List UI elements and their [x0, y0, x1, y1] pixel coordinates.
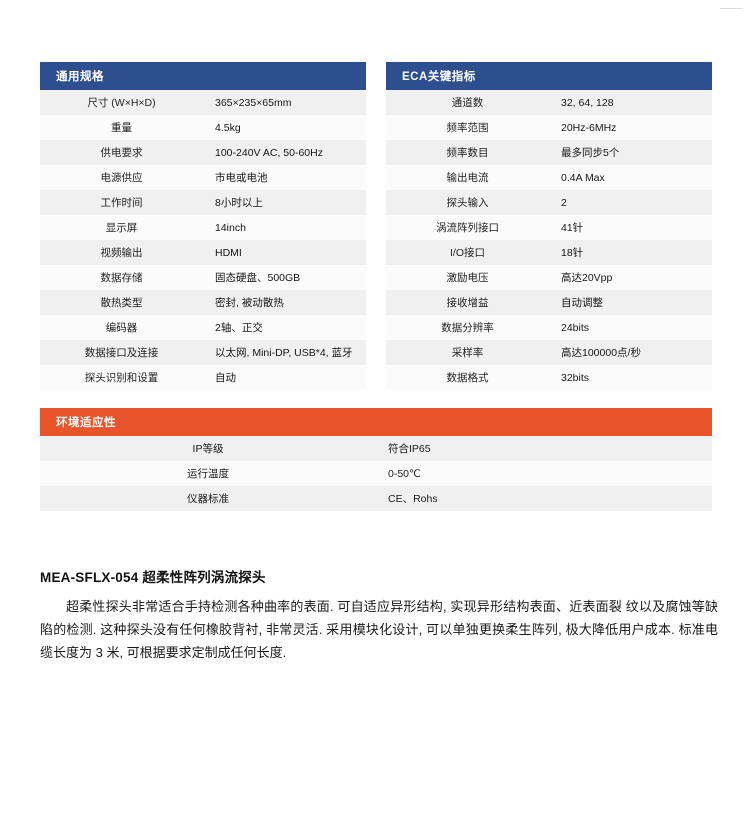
- table-row: 通道数 32, 64, 128: [386, 90, 712, 115]
- row-value: 最多同步5个: [549, 140, 712, 165]
- row-key: 视频输出: [40, 240, 203, 265]
- row-value: 20Hz-6MHz: [549, 115, 712, 140]
- row-value: CE、Rohs: [376, 486, 712, 511]
- row-key: 编码器: [40, 315, 203, 340]
- table-row: 尺寸 (W×H×D) 365×235×65mm: [40, 90, 366, 115]
- table-header-row: 环境适应性: [40, 408, 712, 436]
- table-row: 工作时间 8小时以上: [40, 190, 366, 215]
- row-key: 仪器标准: [40, 486, 376, 511]
- product-description-section: MEA-SFLX-054 超柔性阵列涡流探头 超柔性探头非常适合手持检测各种曲率…: [40, 566, 718, 664]
- environment-spec-table: 环境适应性 IP等级 符合IP65 运行温度 0-50℃ 仪器标准 CE、Roh…: [40, 408, 712, 511]
- table-row: 散热类型 密封, 被动散热: [40, 290, 366, 315]
- row-value: 100-240V AC, 50-60Hz: [203, 140, 366, 165]
- row-key: 重量: [40, 115, 203, 140]
- row-value: HDMI: [203, 240, 366, 265]
- row-value: 高达20Vpp: [549, 265, 712, 290]
- spec-tables-row: 通用规格 尺寸 (W×H×D) 365×235×65mm 重量 4.5kg 供电…: [40, 62, 712, 390]
- row-value: 自动调整: [549, 290, 712, 315]
- table-row: 数据格式 32bits: [386, 365, 712, 390]
- table-row: 数据分辨率 24bits: [386, 315, 712, 340]
- row-key: 数据接口及连接: [40, 340, 203, 365]
- table-row: 数据接口及连接 以太网, Mini-DP, USB*4, 蓝牙: [40, 340, 366, 365]
- row-value: 以太网, Mini-DP, USB*4, 蓝牙: [203, 340, 366, 365]
- row-key: 频率范围: [386, 115, 549, 140]
- table-header-row: ECA关键指标: [386, 62, 712, 90]
- table-row: 接收增益 自动调整: [386, 290, 712, 315]
- row-key: 接收增益: [386, 290, 549, 315]
- row-key: 通道数: [386, 90, 549, 115]
- eca-spec-title: ECA关键指标: [386, 62, 712, 90]
- table-row: 显示屏 14inch: [40, 215, 366, 240]
- row-value: 32, 64, 128: [549, 90, 712, 115]
- row-value: 符合IP65: [376, 436, 712, 461]
- table-row: 仪器标准 CE、Rohs: [40, 486, 712, 511]
- row-value: 固态硬盘、500GB: [203, 265, 366, 290]
- row-key: 探头识别和设置: [40, 365, 203, 390]
- row-value: 4.5kg: [203, 115, 366, 140]
- row-key: 尺寸 (W×H×D): [40, 90, 203, 115]
- table-row: IP等级 符合IP65: [40, 436, 712, 461]
- table-row: 探头输入 2: [386, 190, 712, 215]
- table-row: 视频输出 HDMI: [40, 240, 366, 265]
- row-key: 供电要求: [40, 140, 203, 165]
- table-header-row: 通用规格: [40, 62, 366, 90]
- table-row: 频率范围 20Hz-6MHz: [386, 115, 712, 140]
- row-key: 数据存储: [40, 265, 203, 290]
- row-key: IP等级: [40, 436, 376, 461]
- row-key: 频率数目: [386, 140, 549, 165]
- table-row: 供电要求 100-240V AC, 50-60Hz: [40, 140, 366, 165]
- table-row: 重量 4.5kg: [40, 115, 366, 140]
- row-key: 涡流阵列接口: [386, 215, 549, 240]
- row-key: 数据分辨率: [386, 315, 549, 340]
- table-row: 数据存储 固态硬盘、500GB: [40, 265, 366, 290]
- table-row: 输出电流 0.4A Max: [386, 165, 712, 190]
- table-row: I/O接口 18针: [386, 240, 712, 265]
- row-value: 18针: [549, 240, 712, 265]
- row-value: 高达100000点/秒: [549, 340, 712, 365]
- row-key: 显示屏: [40, 215, 203, 240]
- row-key: 工作时间: [40, 190, 203, 215]
- row-value: 自动: [203, 365, 366, 390]
- row-value: 24bits: [549, 315, 712, 340]
- row-key: 散热类型: [40, 290, 203, 315]
- row-key: 电源供应: [40, 165, 203, 190]
- table-row: 探头识别和设置 自动: [40, 365, 366, 390]
- product-body-text: 超柔性探头非常适合手持检测各种曲率的表面. 可自适应异形结构, 实现异形结构表面…: [40, 599, 718, 660]
- row-key: 运行温度: [40, 461, 376, 486]
- row-value: 0.4A Max: [549, 165, 712, 190]
- general-spec-title: 通用规格: [40, 62, 366, 90]
- product-heading: MEA-SFLX-054 超柔性阵列涡流探头: [40, 570, 266, 585]
- row-key: 激励电压: [386, 265, 549, 290]
- row-value: 41针: [549, 215, 712, 240]
- table-row: 采样率 高达100000点/秒: [386, 340, 712, 365]
- row-value: 0-50℃: [376, 461, 712, 486]
- table-row: 频率数目 最多同步5个: [386, 140, 712, 165]
- row-key: 输出电流: [386, 165, 549, 190]
- row-value: 365×235×65mm: [203, 90, 366, 115]
- row-value: 32bits: [549, 365, 712, 390]
- row-value: 2: [549, 190, 712, 215]
- row-key: 采样率: [386, 340, 549, 365]
- row-key: 探头输入: [386, 190, 549, 215]
- environment-table-wrap: 环境适应性 IP等级 符合IP65 运行温度 0-50℃ 仪器标准 CE、Roh…: [40, 408, 712, 524]
- row-value: 14inch: [203, 215, 366, 240]
- page-edge-mark: [720, 8, 742, 9]
- table-row: 涡流阵列接口 41针: [386, 215, 712, 240]
- general-spec-table: 通用规格 尺寸 (W×H×D) 365×235×65mm 重量 4.5kg 供电…: [40, 62, 366, 390]
- row-value: 密封, 被动散热: [203, 290, 366, 315]
- table-row: 电源供应 市电或电池: [40, 165, 366, 190]
- table-row: 运行温度 0-50℃: [40, 461, 712, 486]
- row-value: 2轴、正交: [203, 315, 366, 340]
- environment-spec-title: 环境适应性: [40, 408, 712, 436]
- row-value: 8小时以上: [203, 190, 366, 215]
- row-key: 数据格式: [386, 365, 549, 390]
- row-key: I/O接口: [386, 240, 549, 265]
- row-value: 市电或电池: [203, 165, 366, 190]
- eca-spec-table: ECA关键指标 通道数 32, 64, 128 频率范围 20Hz-6MHz 频…: [386, 62, 712, 390]
- table-row: 激励电压 高达20Vpp: [386, 265, 712, 290]
- table-row: 编码器 2轴、正交: [40, 315, 366, 340]
